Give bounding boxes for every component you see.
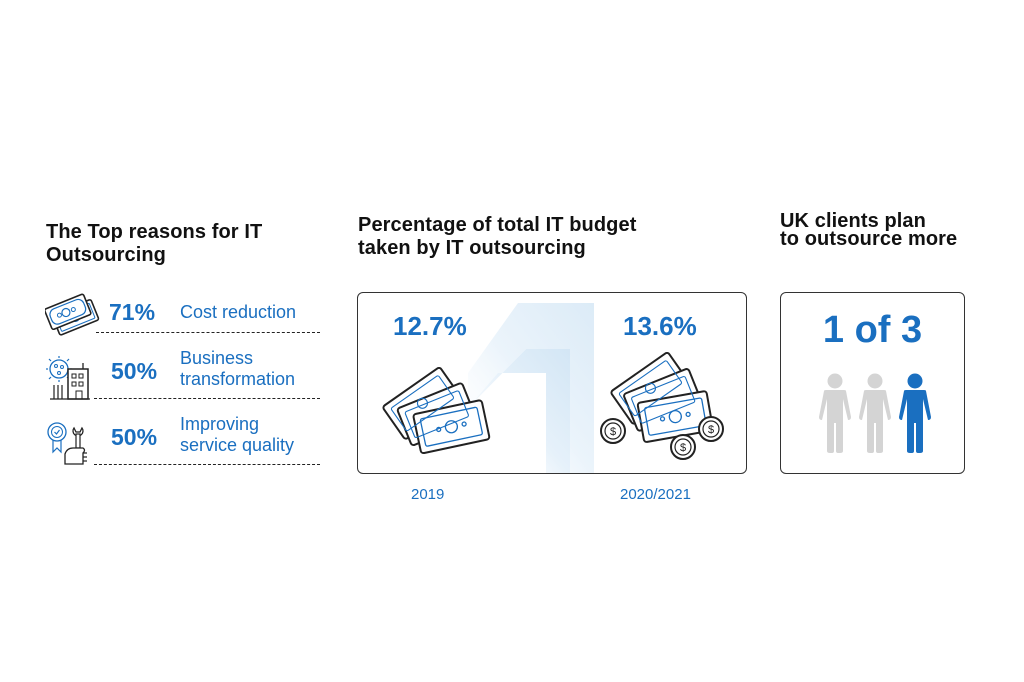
svg-text:$: $ [708, 424, 714, 436]
uk-title-line2: to outsource more [780, 228, 958, 250]
cash-stack-icon [382, 366, 491, 455]
divider-2 [94, 398, 320, 399]
budget-title-line2: taken by IT outsourcing [358, 237, 586, 259]
svg-text:$: $ [680, 442, 686, 454]
reason-label-2-line2: transformation [180, 369, 296, 389]
svg-text:$: $ [610, 426, 616, 438]
money-bills-icon [45, 291, 101, 337]
reason-label-1: Cost reduction [180, 302, 296, 323]
reason-label-3-line1: Improving [180, 414, 260, 434]
reasons-title-line2: Outsourcing [46, 244, 166, 266]
budget-card: 12.7% 13.6% $ $ $ [357, 292, 747, 474]
award-wrench-icon [47, 420, 93, 468]
reason-percent-2: 50% [111, 358, 158, 384]
reason-label-3-line2: service quality [180, 435, 295, 455]
reasons-title-line1: The Top reasons for IT [46, 221, 263, 243]
uk-title-line1: UK clients plan [780, 210, 926, 232]
reasons-title: The Top reasons for IT Outsourcing [46, 221, 262, 267]
uk-card: 1 of 3 [780, 292, 965, 474]
divider-3 [94, 464, 320, 465]
reason-percent-3: 50% [111, 424, 158, 450]
budget-title: Percentage of total IT budget taken by I… [358, 214, 636, 260]
person-icon [859, 373, 891, 453]
virus-building-icon [46, 355, 94, 401]
reason-label-2-line1: Business [180, 348, 254, 368]
budget-2020-year: 2020/2021 [620, 486, 691, 503]
budget-2019-value: 12.7% [393, 311, 467, 341]
uk-title: UK clients plan to outsource more [780, 210, 958, 250]
uk-ratio: 1 of 3 [822, 309, 923, 351]
growth-arrow-icon [468, 303, 594, 473]
person-highlighted-icon [899, 373, 931, 453]
reason-percent-1: 71% [109, 299, 156, 325]
reason-label-1-line1: Cost reduction [180, 302, 297, 322]
divider-1 [96, 332, 320, 333]
people-row [817, 373, 937, 453]
budget-title-line1: Percentage of total IT budget [358, 214, 637, 236]
cash-coins-icon: $ $ $ [600, 351, 724, 460]
person-icon [819, 373, 851, 453]
reason-label-3: Improving service quality [180, 414, 294, 456]
budget-2019-year: 2019 [411, 486, 445, 503]
budget-2020-value: 13.6% [623, 311, 697, 341]
reason-label-2: Business transformation [180, 348, 295, 390]
